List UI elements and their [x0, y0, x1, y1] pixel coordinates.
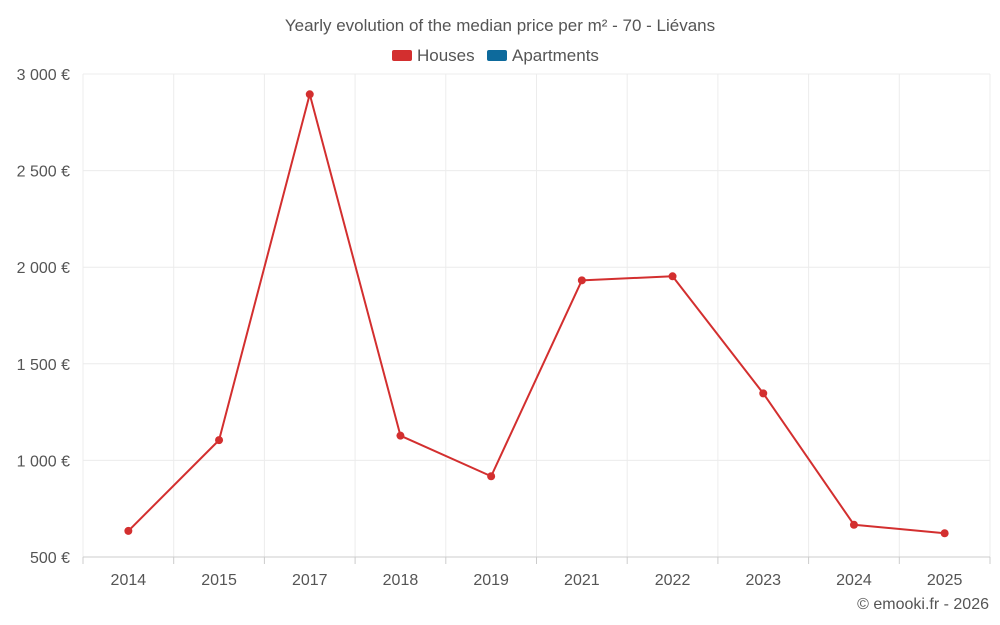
data-point[interactable]: [305, 90, 314, 99]
chart-title: Yearly evolution of the median price per…: [285, 16, 715, 35]
data-point[interactable]: [124, 526, 133, 535]
grid: [82, 73, 991, 557]
legend-swatch-houses: [392, 50, 412, 61]
legend-label-houses: Houses: [417, 46, 475, 65]
x-tick-label: 2024: [836, 572, 872, 589]
x-tick-label: 2019: [473, 572, 509, 589]
y-axis-labels: 500 € 1 000 € 1 500 € 2 000 € 2 500 € 3 000 €: [17, 67, 70, 567]
data-point[interactable]: [215, 436, 224, 445]
x-tick-label: 2025: [927, 572, 963, 589]
y-tick-label: 1 000 €: [17, 453, 70, 470]
data-point[interactable]: [396, 431, 405, 440]
x-axis-labels: 2014 2015 2017 2018 2019 2021 2022 2023 2024 2025: [111, 572, 963, 589]
y-tick-label: 2 500 €: [17, 164, 70, 181]
x-tick-label: 2018: [383, 572, 419, 589]
data-point[interactable]: [849, 520, 858, 529]
data-point[interactable]: [487, 472, 496, 481]
legend: Houses Apartments: [392, 46, 599, 65]
legend-item-houses[interactable]: Houses: [392, 46, 475, 65]
x-tick-label: 2023: [745, 572, 781, 589]
data-point[interactable]: [577, 276, 586, 285]
data-point[interactable]: [668, 272, 677, 281]
legend-label-apartments: Apartments: [512, 46, 599, 65]
y-tick-label: 500 €: [30, 550, 70, 567]
x-tick-label: 2021: [564, 572, 600, 589]
y-tick-label: 2 000 €: [17, 260, 70, 277]
x-tick-label: 2017: [292, 572, 328, 589]
series-layer: [124, 90, 949, 538]
data-point[interactable]: [759, 389, 768, 398]
x-tick-label: 2014: [111, 572, 147, 589]
x-tick-label: 2022: [655, 572, 691, 589]
credit-text: © emooki.fr - 2026: [857, 596, 989, 613]
axes: [82, 556, 991, 564]
legend-swatch-apartments: [487, 50, 507, 61]
y-tick-label: 3 000 €: [17, 67, 70, 84]
series-line-houses: [127, 93, 945, 535]
legend-item-apartments[interactable]: Apartments: [487, 46, 599, 65]
x-tick-label: 2015: [201, 572, 237, 589]
data-point[interactable]: [940, 529, 949, 538]
y-tick-label: 1 500 €: [17, 357, 70, 374]
